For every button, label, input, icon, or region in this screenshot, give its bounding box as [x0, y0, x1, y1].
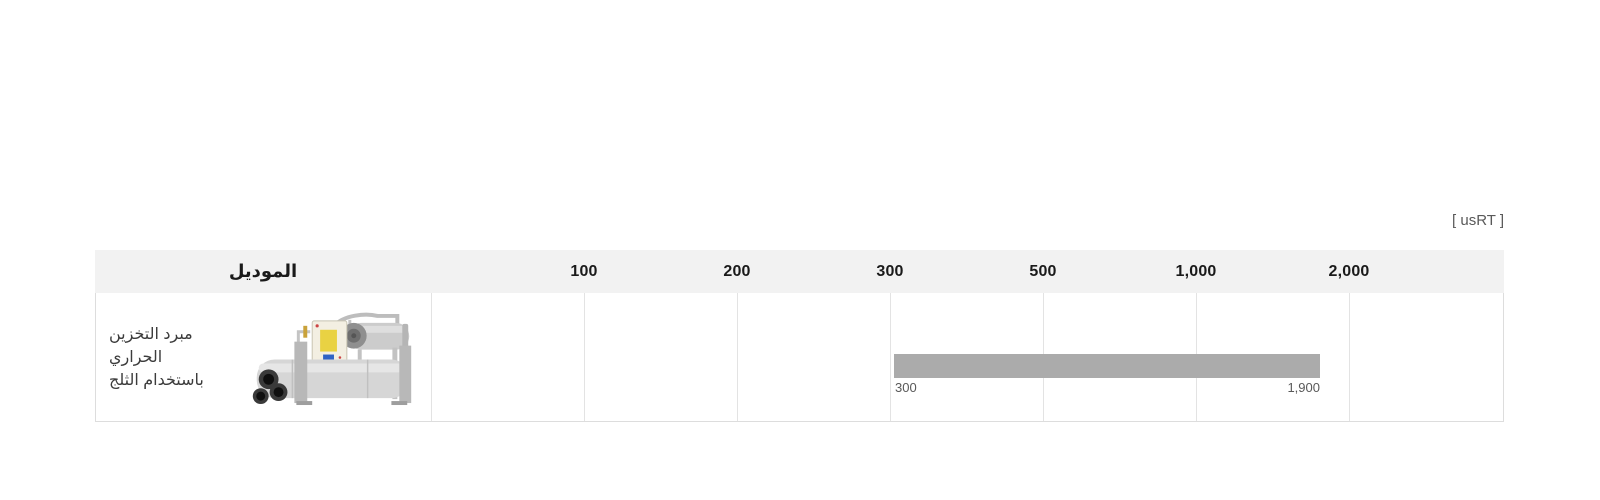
scale-tick-2000: 2,000: [1328, 262, 1370, 280]
scale-tick-1000: 1,000: [1175, 262, 1217, 280]
chiller-product-image: [252, 312, 412, 405]
scale-tick-300: 300: [876, 262, 904, 280]
model-name-line1: مبرد التخزين الحراري: [109, 325, 193, 366]
grid-line: [431, 293, 432, 421]
scale-tick-100: 100: [570, 262, 598, 280]
range-min-label: 300: [895, 380, 917, 395]
scale-tick-500: 500: [1029, 262, 1057, 280]
table-header-row: الموديل 100 200 300 500 1,000 2,000: [95, 250, 1504, 293]
unit-label: [ usRT ]: [1452, 212, 1504, 229]
model-name: مبرد التخزين الحراري باستخدام الثلج: [109, 323, 250, 392]
column-header-model: الموديل: [228, 261, 298, 281]
capacity-table: الموديل 100 200 300 500 1,000 2,000 مبرد…: [95, 250, 1504, 422]
model-cell: مبرد التخزين الحراري باستخدام الثلج: [96, 293, 431, 421]
scale-tick-200: 200: [723, 262, 751, 280]
grid-line: [1349, 293, 1350, 421]
range-max-label: 1,900: [1287, 380, 1320, 395]
grid-line: [737, 293, 738, 421]
table-body-row: مبرد التخزين الحراري باستخدام الثلج: [95, 293, 1504, 422]
grid-line: [890, 293, 891, 421]
capacity-range-bar: [894, 354, 1320, 378]
grid-line: [584, 293, 585, 421]
model-name-line2: باستخدام الثلج: [109, 371, 204, 389]
